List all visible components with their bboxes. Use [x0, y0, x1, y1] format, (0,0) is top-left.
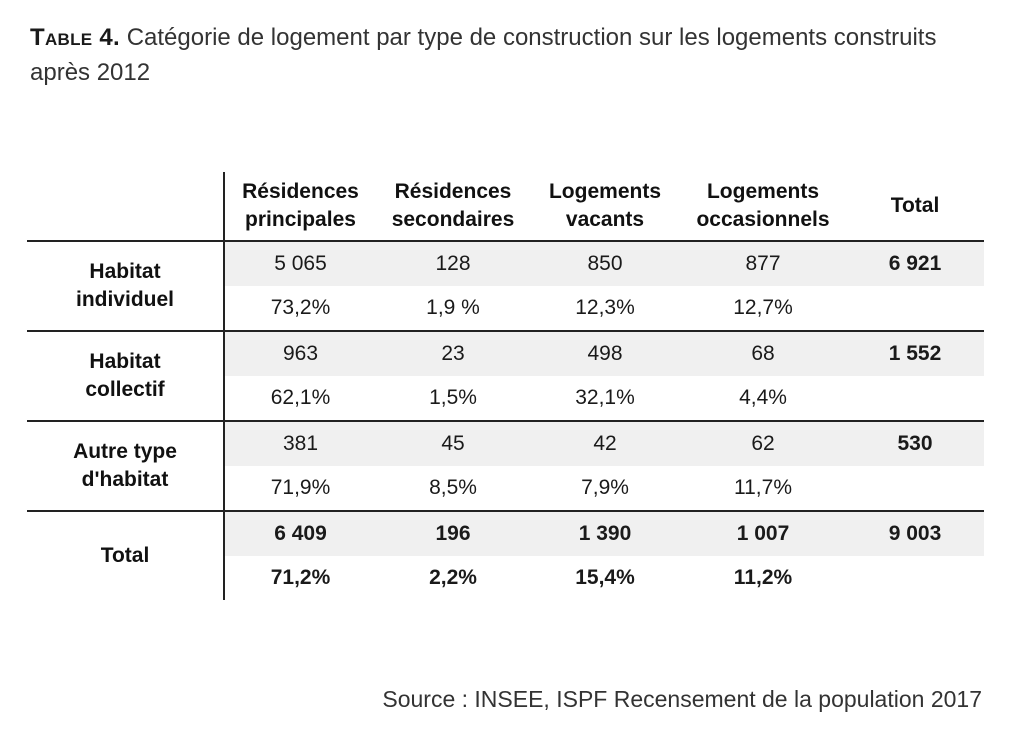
table-cell: 42 — [530, 421, 680, 466]
housing-category-table: Résidences principales Résidences second… — [27, 172, 984, 600]
table-cell-grand-total: 9 003 — [846, 511, 984, 556]
table-cell-total: 6 921 — [846, 241, 984, 286]
table-cell: 877 — [680, 241, 846, 286]
table-row-collectif-percents: 62,1% 1,5% 32,1% 4,4% — [27, 376, 984, 421]
caption-text: Catégorie de logement par type de constr… — [30, 24, 937, 86]
table-row-individuel-values: Habitat individuel 5 065 128 850 877 6 9… — [27, 241, 984, 331]
table-row-total-percents: 71,2% 2,2% 15,4% 11,2% — [27, 556, 984, 600]
table-cell-percent: 71,9% — [270, 476, 331, 499]
row-label-autre-type-habitat: Autre type d'habitat — [27, 421, 225, 511]
table-cell-percent: 62,1% — [270, 386, 331, 409]
row-label-total: Total — [27, 511, 225, 600]
table-cell-percent: 11,2% — [733, 566, 793, 589]
table-cell-percent: 8,5% — [429, 476, 477, 499]
table-cell-percent: 11,7% — [734, 476, 792, 499]
table-caption: Table 4. Catégorie de logement par type … — [30, 20, 1000, 90]
header-residences-secondaires: Résidences secondaires — [391, 180, 515, 231]
header-logements-vacants: Logements vacants — [548, 180, 661, 231]
table-cell: 62 — [680, 421, 846, 466]
table-cell-percent — [846, 466, 984, 511]
header-logements-occasionnels: Logements occasionnels — [696, 180, 830, 231]
table-cell-percent: 71,2% — [270, 566, 331, 589]
table-cell-percent — [846, 376, 984, 421]
table-cell: 5 065 — [224, 241, 376, 286]
table-cell-percent: 15,4% — [575, 566, 635, 589]
table-cell-total: 1 007 — [680, 511, 846, 556]
table-cell-percent: 73,2% — [270, 296, 331, 319]
header-row: Résidences principales Résidences second… — [27, 172, 984, 241]
table-row-autre-values: Autre type d'habitat 381 45 42 62 530 — [27, 421, 984, 511]
table-cell-total: 196 — [376, 511, 530, 556]
table-cell: 498 — [530, 331, 680, 376]
table-cell: 23 — [376, 331, 530, 376]
table-cell: 68 — [680, 331, 846, 376]
table-cell: 850 — [530, 241, 680, 286]
table-cell: 963 — [224, 331, 376, 376]
table-cell-percent — [846, 286, 984, 331]
header-total: Total — [890, 194, 940, 217]
table-cell-total: 1 390 — [530, 511, 680, 556]
table-cell: 45 — [376, 421, 530, 466]
header-residences-principales: Résidences principales — [242, 180, 359, 231]
row-label-habitat-individuel: Habitat individuel — [27, 241, 225, 331]
table-cell-percent: 32,1% — [575, 386, 635, 409]
data-table-container: Résidences principales Résidences second… — [27, 172, 984, 600]
table-row-collectif-values: Habitat collectif 963 23 498 68 1 552 — [27, 331, 984, 421]
table-cell-percent: 7,9% — [581, 476, 629, 499]
table-cell-total: 530 — [846, 421, 984, 466]
table-cell-percent: 12,3% — [575, 296, 635, 319]
table-cell-percent: 1,9 % — [426, 296, 480, 319]
header-corner — [27, 172, 225, 241]
table-cell-percent — [846, 556, 984, 600]
caption-label: Table 4. — [30, 24, 121, 51]
row-label-habitat-collectif: Habitat collectif — [27, 331, 225, 421]
table-cell-percent: 12,7% — [733, 296, 793, 319]
table-cell-total: 6 409 — [224, 511, 376, 556]
table-cell-percent: 1,5% — [429, 386, 477, 409]
table-row-autre-percents: 71,9% 8,5% 7,9% 11,7% — [27, 466, 984, 511]
source-note: Source : INSEE, ISPF Recensement de la p… — [382, 686, 982, 712]
table-cell: 381 — [224, 421, 376, 466]
table-cell-percent: 4,4% — [739, 386, 787, 409]
table-row-individuel-percents: 73,2% 1,9 % 12,3% 12,7% — [27, 286, 984, 331]
table-cell: 128 — [376, 241, 530, 286]
table-row-total-values: Total 6 409 196 1 390 1 007 9 003 — [27, 511, 984, 600]
table-cell-percent: 2,2% — [429, 566, 477, 589]
table-cell-total: 1 552 — [846, 331, 984, 376]
